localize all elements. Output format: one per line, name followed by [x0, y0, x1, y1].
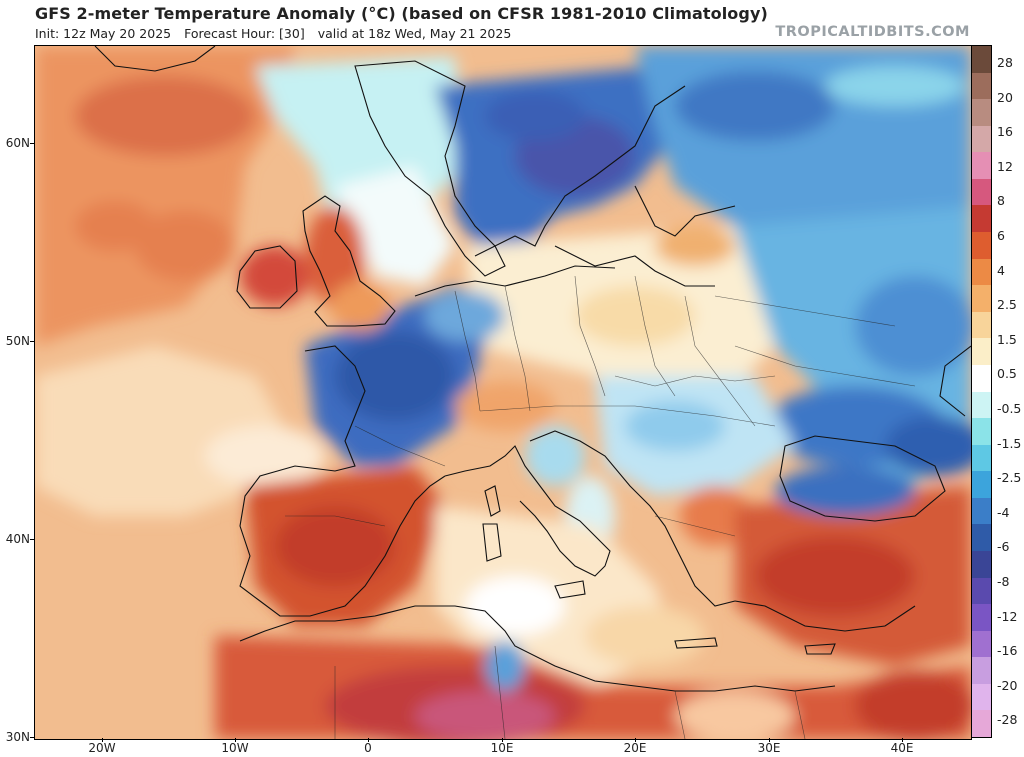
- colorbar-label: 20: [997, 89, 1013, 105]
- lon-tick: [368, 738, 369, 742]
- lon-label-30e: 30E: [757, 741, 781, 755]
- colorbar-label: -16: [997, 643, 1018, 659]
- colorbar-swatch: [972, 125, 991, 153]
- colorbar-label: -1.5: [997, 435, 1022, 451]
- colorbar-swatch: [972, 258, 991, 286]
- colorbar-label: -4: [997, 504, 1010, 520]
- colorbar-label: 4: [997, 262, 1005, 278]
- colorbar-swatch: [972, 364, 991, 392]
- chart-title: GFS 2-meter Temperature Anomaly (°C) (ba…: [35, 4, 768, 23]
- colorbar-label: 12: [997, 158, 1013, 174]
- colorbar-swatch: [972, 285, 991, 312]
- colorbar-swatch: [972, 99, 991, 126]
- lon-tick: [502, 738, 503, 742]
- colorbar-swatch: [972, 630, 991, 658]
- colorbar-swatch: [972, 72, 991, 100]
- colorbar-swatch: [972, 604, 991, 631]
- colorbar-swatch: [972, 178, 991, 206]
- colorbar-swatch: [972, 152, 991, 179]
- colorbar-label: -28: [997, 712, 1018, 728]
- init-time: Init: 12z May 20 2025: [35, 26, 172, 41]
- lon-label-10e: 10E: [490, 741, 514, 755]
- lat-tick: [30, 539, 34, 540]
- lat-label-50n: 50N: [5, 334, 30, 348]
- colorbar-swatch: [972, 338, 991, 365]
- colorbar-label: -6: [997, 539, 1010, 555]
- forecast-hour: Forecast Hour: [30]: [184, 26, 305, 41]
- anomaly-map: [34, 45, 972, 740]
- lon-label-0: 0: [364, 741, 372, 755]
- lat-tick: [30, 737, 34, 738]
- colorbar-label: 2.5: [997, 297, 1017, 313]
- map-canvas: [35, 46, 971, 739]
- colorbar-swatch: [972, 46, 991, 73]
- valid-time: valid at 18z Wed, May 21 2025: [317, 26, 512, 41]
- lat-label-30n: 30N: [5, 730, 30, 744]
- colorbar-label: -8: [997, 574, 1010, 589]
- lon-tick: [769, 738, 770, 742]
- colorbar-label: 1.5: [997, 331, 1017, 347]
- lon-tick: [902, 738, 903, 742]
- colorbar-swatch: [972, 524, 991, 551]
- colorbar-label: -20: [997, 677, 1018, 693]
- colorbar-swatch: [972, 683, 991, 711]
- lat-label-60n: 60N: [5, 136, 30, 150]
- lon-tick: [635, 738, 636, 742]
- colorbar-label: 8: [997, 193, 1005, 209]
- colorbar-swatch: [972, 205, 991, 233]
- colorbar-swatch: [972, 232, 991, 259]
- brand-watermark[interactable]: TROPICALTIDBITS.COM: [775, 24, 970, 40]
- run-info: Init: 12z May 20 2025 Forecast Hour: [30…: [35, 26, 520, 41]
- lon-tick: [235, 738, 236, 742]
- colorbar-label: -2.5: [997, 470, 1022, 486]
- colorbar-swatch: [972, 577, 991, 605]
- lat-tick: [30, 341, 34, 342]
- borders: [285, 275, 916, 739]
- colorbar-label: 0.5: [997, 366, 1017, 382]
- lon-tick: [102, 738, 103, 742]
- colorbar-swatch: [972, 311, 991, 339]
- colorbar-swatch: [972, 471, 991, 498]
- colorbar-swatch: [972, 657, 991, 684]
- colorbar-label: 6: [997, 228, 1005, 243]
- colorbar-label: -12: [997, 608, 1018, 624]
- colorbar-swatch: [972, 391, 991, 419]
- colorbar-swatch: [972, 418, 991, 445]
- colorbar: [971, 45, 992, 738]
- lon-label-40e: 40E: [890, 741, 914, 755]
- colorbar-label: 28: [997, 55, 1013, 70]
- colorbar-swatch: [972, 444, 991, 472]
- colorbar-swatch: [972, 497, 991, 525]
- coastlines: [94, 46, 971, 692]
- lat-tick: [30, 143, 34, 144]
- lon-label-20e: 20E: [623, 741, 647, 755]
- lon-label-20w: 20W: [88, 741, 116, 755]
- colorbar-label: -0.5: [997, 401, 1022, 416]
- colorbar-swatch: [972, 550, 991, 578]
- colorbar-swatch: [972, 710, 991, 738]
- lon-label-10w: 10W: [221, 741, 249, 755]
- lat-label-40n: 40N: [5, 532, 30, 546]
- colorbar-label: 16: [997, 124, 1013, 140]
